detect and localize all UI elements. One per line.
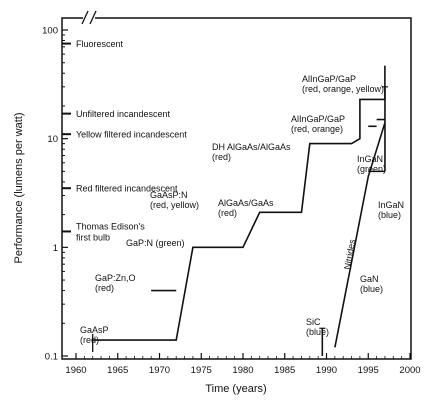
reference-level-label: Thomas Edison's [76,221,145,231]
annotation-label: (blue) [360,284,383,294]
annotation-label: InGaN [378,200,404,210]
annotation-label: GaAsP:N [150,190,188,200]
annotation-label: GaP:N (green) [126,238,185,248]
series-line [334,122,386,348]
reference-level-label: Unfiltered incandescent [76,109,171,119]
reference-level-label: Red filtered incandescent [76,184,178,194]
x-tick-label: 1980 [232,365,253,376]
annotation-label: SiC [306,317,321,327]
annotation-label: (green) [357,164,386,174]
axis-break-slash [81,10,89,25]
y-tick-label: 1 [53,243,58,254]
axis-break-slash [89,10,97,25]
y-tick-label: 0.1 [45,352,58,363]
annotation-label: Nitrides [342,238,357,270]
annotation-label: InGaN [357,154,383,164]
axis-break-mark [81,10,97,25]
annotation-label: (blue) [378,210,401,220]
x-tick-label: 1990 [316,365,337,376]
x-tick-label: 1960 [65,365,86,376]
reference-levels: Fluorescent Unfiltered incandescent Yellow… [62,39,187,242]
x-axis-label: Time (years) [205,383,266,395]
reference-level-label: first bulb [76,232,110,242]
annotation-label: (blue) [306,327,329,337]
x-axis-ticks: 1960 1965 1970 1975 1980 1985 1990 1995 2000 [65,353,421,376]
annotation-label: (red) [218,208,237,218]
annotation-label: GaP:Zn,O [95,273,136,283]
series-line [92,65,386,341]
annotation-label: AlGaAs/GaAs [218,198,274,208]
annotation-label: AlInGaP/GaP [291,114,345,124]
reference-level-label: Fluorescent [76,39,124,49]
annotation-label: AlInGaP/GaP [302,74,356,84]
y-axis-label: Performance (lumens per watt) [13,113,25,264]
annotation-label: DH AlGaAs/AlGaAs [212,142,291,152]
x-tick-label: 1970 [149,365,170,376]
annotation-label: (red, yellow) [150,200,199,210]
x-tick-label: 2000 [399,365,420,376]
annotation-label: (red) [212,152,231,162]
annotation-label: (red, orange) [291,124,343,134]
annotation-label: (red, orange, yellow) [302,84,384,94]
annotations: GaAsP(red)GaP:Zn,O(red)GaAsP:N(red, yell… [80,74,404,345]
y-tick-label: 10 [47,134,58,145]
annotation-label: (red) [95,283,114,293]
y-tick-label: 100 [42,26,58,37]
x-tick-label: 1995 [358,365,379,376]
annotation-label: (red) [80,335,99,345]
annotation-label: GaAsP [80,325,109,335]
annotation-label: GaN [360,274,379,284]
y-axis-ticks: 0.1 1 10 100 [42,26,68,363]
x-tick-label: 1975 [191,365,212,376]
x-tick-label: 1965 [107,365,128,376]
data-lines [92,65,388,356]
x-tick-label: 1985 [274,365,295,376]
reference-level-label: Yellow filtered incandescent [76,130,187,140]
